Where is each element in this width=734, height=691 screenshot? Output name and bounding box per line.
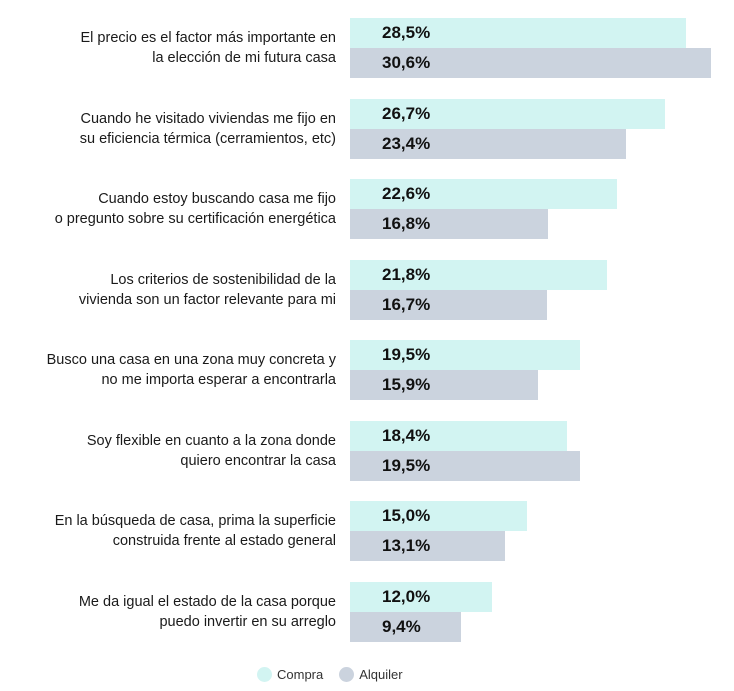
bar-compra xyxy=(350,259,608,290)
category-label: Cuando estoy buscando casa me fijo o preg… xyxy=(0,189,336,229)
category-label: Busco una casa en una zona muy concreta … xyxy=(0,350,336,390)
bar-alquiler xyxy=(350,531,505,561)
data-label: 26,7% xyxy=(382,103,431,123)
bar-alquiler xyxy=(350,450,581,481)
data-label: 15,0% xyxy=(382,506,431,525)
category-label-line: Me da igual el estado de la casa porque xyxy=(78,593,336,610)
category-label-line: Soy flexible en cuanto a la zona donde xyxy=(86,432,336,449)
category-label: Soy flexible en cuanto a la zona donde qu… xyxy=(0,431,336,471)
data-label: 23,4% xyxy=(382,133,431,153)
bar-alquiler xyxy=(350,48,711,78)
legend: Compra Alquiler xyxy=(257,667,419,682)
data-label: 28,5% xyxy=(382,23,431,42)
data-label: 19,5% xyxy=(382,345,431,364)
category-label: En la búsqueda de casa, prima la superfi… xyxy=(0,511,336,551)
data-label: 22,6% xyxy=(382,184,431,203)
category-label: El precio es el factor más importante en… xyxy=(0,28,336,68)
data-label: 16,7% xyxy=(382,294,431,314)
bar-alquiler xyxy=(350,209,549,239)
category-label-line: la elección de mi futura casa xyxy=(152,50,336,66)
category-label-line: puedo invertir en su arreglo xyxy=(159,613,336,630)
category-label-line: construida frente al estado general xyxy=(112,533,336,549)
data-label: 19,5% xyxy=(382,455,431,475)
bar-alquiler xyxy=(350,128,627,159)
legend-swatch-compra xyxy=(257,667,272,682)
data-label: 15,9% xyxy=(382,375,431,394)
data-label: 16,8% xyxy=(382,214,431,233)
bar-compra xyxy=(350,18,687,48)
category-label-line: o pregunto sobre su certificación energé… xyxy=(54,211,336,227)
legend-label-alquiler: Alquiler xyxy=(359,667,403,682)
data-label: 30,6% xyxy=(382,53,431,72)
category-label-line: Los criterios de sostenibilidad de la xyxy=(110,271,336,288)
category-label-line: no me importa esperar a encontrarla xyxy=(101,372,336,388)
category-label-line: En la búsqueda de casa, prima la superfi… xyxy=(54,513,336,529)
bar-compra xyxy=(350,98,665,129)
bar-compra xyxy=(350,501,527,531)
bar-alquiler xyxy=(350,289,548,320)
bar-alquiler xyxy=(350,611,461,642)
category-label-line: Cuando estoy buscando casa me fijo xyxy=(98,191,336,207)
data-label: 9,4% xyxy=(382,616,421,636)
data-label: 12,0% xyxy=(382,586,431,606)
category-label-line: Busco una casa en una zona muy concreta … xyxy=(46,352,336,368)
category-label-line: su eficiencia térmica (cerramientos, etc… xyxy=(79,130,336,147)
category-label: Cuando he visitado viviendas me fijo en s… xyxy=(0,109,336,149)
category-label-line: El precio es el factor más importante en xyxy=(80,30,336,46)
category-label: Los criterios de sostenibilidad de la viv… xyxy=(0,270,336,310)
category-label: Me da igual el estado de la casa porque p… xyxy=(0,592,336,632)
category-label-line: vivienda son un factor relevante para mi xyxy=(78,291,336,308)
bar-compra xyxy=(350,420,568,451)
bar-compra xyxy=(350,340,581,370)
data-label: 18,4% xyxy=(382,425,431,445)
bar-alquiler xyxy=(350,370,538,400)
legend-label-compra: Compra xyxy=(277,667,324,682)
category-label-line: quiero encontrar la casa xyxy=(180,452,336,469)
data-label: 21,8% xyxy=(382,264,431,284)
bar-compra xyxy=(350,179,617,209)
bar-compra xyxy=(350,581,492,612)
data-label: 13,1% xyxy=(382,536,431,555)
category-label-line: Cuando he visitado viviendas me fijo en xyxy=(80,110,336,127)
legend-swatch-alquiler xyxy=(339,667,355,682)
